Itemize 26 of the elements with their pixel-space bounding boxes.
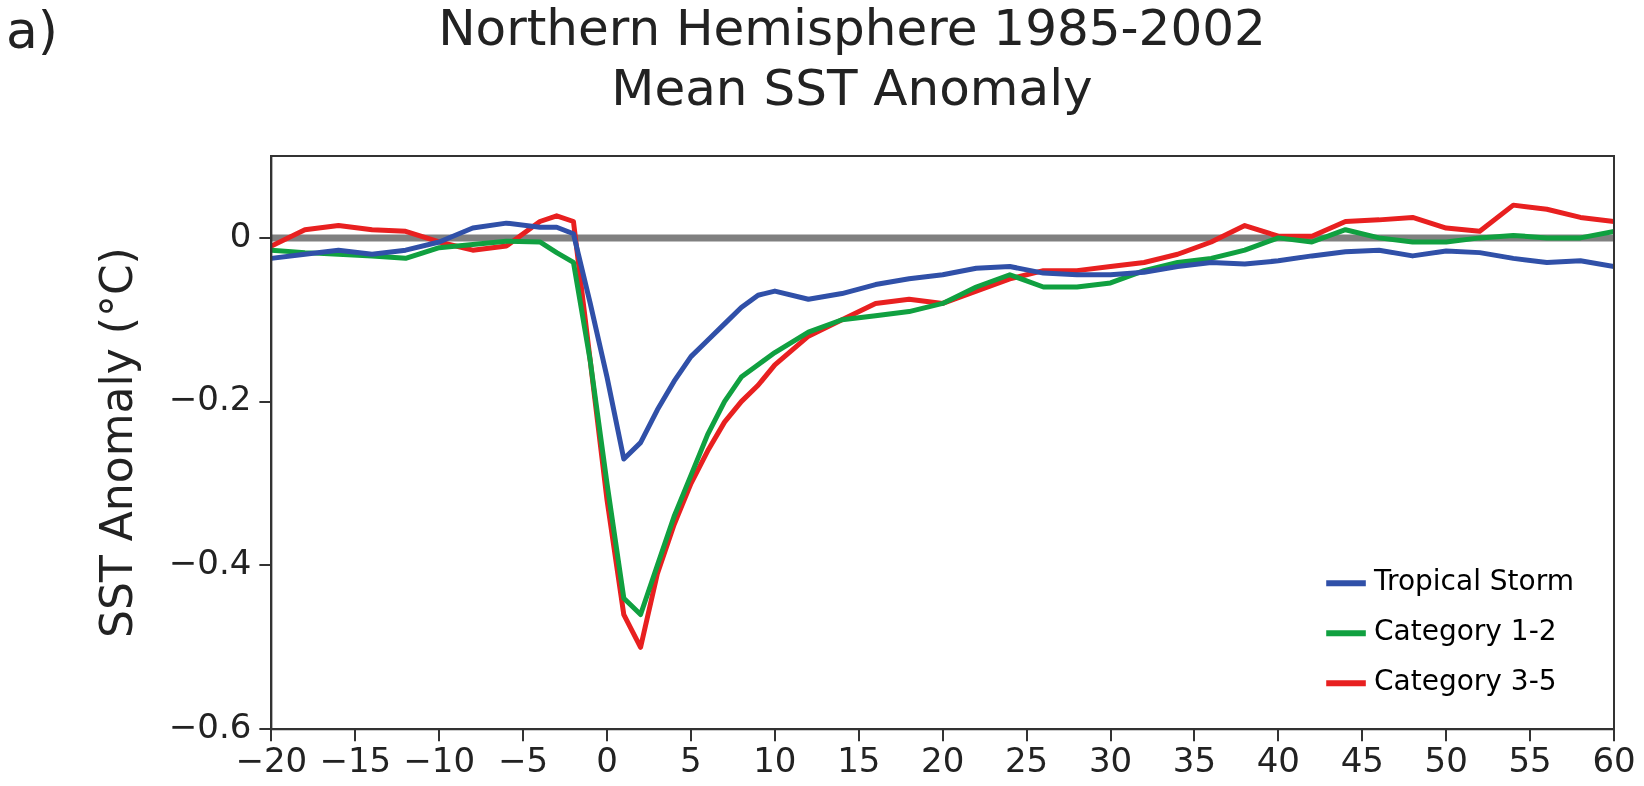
chart-title: Northern Hemisphere 1985-2002 — [438, 0, 1266, 57]
x-tick-label: 25 — [1004, 740, 1049, 781]
chart-subtitle: Mean SST Anomaly — [611, 58, 1093, 117]
text: a) — [6, 0, 59, 60]
y-tick-label: 0 — [229, 214, 252, 255]
x-tick-label: 40 — [1256, 740, 1300, 781]
x-tick-label: 15 — [837, 740, 881, 781]
x-tick-label: 50 — [1424, 740, 1468, 781]
x-tick-label: −10 — [403, 740, 476, 781]
x-tick-label: 5 — [680, 740, 702, 781]
x-tick-label: 10 — [753, 740, 797, 781]
legend-label: Category 1-2 — [1374, 614, 1557, 648]
y-tick-label: −0.4 — [168, 542, 252, 583]
x-tick-label: 55 — [1508, 740, 1552, 781]
x-tick-label: 60 — [1592, 740, 1636, 781]
x-tick-label: 0 — [596, 740, 618, 781]
legend-label: Tropical Storm — [1373, 564, 1575, 598]
x-tick-label: 30 — [1088, 740, 1133, 781]
y-axis-title: SST Anomaly (°C) — [90, 247, 142, 638]
x-tick-label: 35 — [1172, 740, 1217, 781]
legend-label: Category 3-5 — [1374, 664, 1557, 698]
x-tick-label: −15 — [319, 740, 392, 781]
x-tick-label: −5 — [498, 740, 549, 781]
x-tick-label: 45 — [1340, 740, 1384, 781]
y-tick-label: −0.2 — [168, 378, 252, 419]
x-tick-label: 20 — [921, 740, 965, 781]
